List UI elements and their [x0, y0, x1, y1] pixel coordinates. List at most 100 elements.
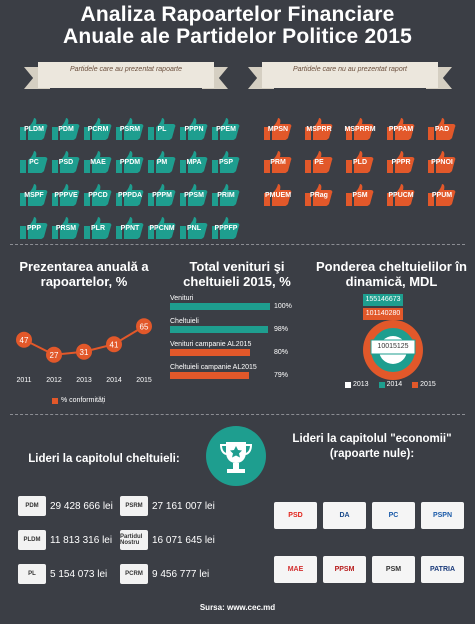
x-tick-label: 2012: [46, 377, 62, 384]
party-badge: PLR: [82, 216, 114, 240]
party-label: PLDM: [24, 125, 44, 133]
party-label: PPEM: [216, 125, 236, 133]
trophy-icon: [206, 426, 266, 486]
party-logo: MAE: [274, 556, 317, 583]
party-badge: PL: [146, 117, 178, 141]
data-point: [76, 343, 92, 360]
party-logo: PSPN: [421, 502, 464, 529]
bar: [170, 303, 270, 310]
party-label: PCRM: [87, 125, 109, 133]
bar: [170, 326, 268, 333]
label-box-2013: [370, 339, 416, 355]
party-label: PPP: [26, 224, 41, 232]
party-label: PL: [157, 125, 167, 133]
label-box-2014: [363, 294, 403, 306]
party-label: PMUEM: [264, 191, 292, 199]
expense-value: 11 813 316 lei: [50, 534, 113, 546]
line-legend: % conformități: [52, 397, 105, 404]
party-badge: PPPN: [178, 117, 210, 141]
party-logo: Partidul Nostru: [120, 530, 148, 550]
bar-value-label: 100%: [274, 303, 292, 310]
party-label: PRSM: [55, 224, 77, 232]
data-label: 47: [20, 336, 29, 345]
party-logo: PSD: [274, 502, 317, 529]
party-logo: PATRIA: [421, 556, 464, 583]
party-logo: PCRM: [120, 564, 148, 584]
party-badge: PPDM: [114, 150, 146, 174]
party-badge: PPUM: [426, 183, 458, 207]
party-logo: PSRM: [120, 496, 148, 516]
party-label: PPUCM: [388, 191, 414, 199]
data-point: [106, 336, 122, 353]
bar: [170, 372, 249, 379]
expense-dynamics-title: Ponderea cheltuielilor în dinamică, MDL: [316, 259, 467, 289]
party-label: PPPDA: [117, 191, 143, 199]
party-label: PRag: [310, 191, 328, 199]
party-label: PLR: [91, 224, 105, 232]
party-badge: PPPR: [385, 150, 417, 174]
party-logo: PPSM: [323, 556, 366, 583]
party-label: MSPRRM: [344, 125, 376, 133]
bar-category-label: Cheltuieli campanie AL2015: [170, 364, 257, 371]
party-badge: PNL: [178, 216, 210, 240]
party-label: MAE: [90, 158, 106, 166]
party-label: PM: [156, 158, 168, 166]
party-label: PDM: [58, 125, 74, 133]
party-badge: PC: [18, 150, 50, 174]
party-badge: PRSM: [50, 216, 82, 240]
bar-value-label: 80%: [274, 349, 289, 356]
party-label: PPPM: [152, 191, 172, 199]
party-badge: PPPFP: [210, 216, 242, 240]
party-badge: PPNOI: [426, 150, 458, 174]
party-badge: MSPF: [18, 183, 50, 207]
x-tick-label: 2015: [136, 377, 152, 384]
party-label: PPDM: [119, 158, 141, 166]
party-badge: PSRM: [114, 117, 146, 141]
party-badge: PPPM: [146, 183, 178, 207]
value-2013: 10015125: [377, 343, 409, 350]
party-badge: PRag: [303, 183, 335, 207]
submission-line-chart: 47 2011 27 2012 31 2013 41 2014 65 2015: [16, 318, 152, 384]
party-label: PPPN: [184, 125, 204, 133]
party-badge: PPEM: [210, 117, 242, 141]
party-label: PSD: [58, 158, 74, 166]
x-tick-label: 2013: [76, 377, 92, 384]
party-label: PSRM: [119, 125, 141, 133]
party-label: PSP: [218, 158, 233, 166]
party-label: MPSN: [267, 125, 289, 133]
party-label: PRM: [270, 158, 286, 166]
expense-value: 5 154 073 lei: [50, 568, 108, 580]
party-badge: PPCNM: [146, 216, 178, 240]
expense-leaders-title: Lideri la capitolul cheltuieli:: [28, 453, 180, 465]
party-label: PPPVE: [54, 191, 78, 199]
x-tick-label: 2014: [106, 377, 122, 384]
party-label: PPNOI: [431, 158, 453, 166]
data-label: 27: [50, 351, 59, 360]
party-label: PLD: [353, 158, 367, 166]
bar-category-label: Cheltuieli: [170, 318, 199, 325]
party-badge: PLDM: [18, 117, 50, 141]
ribbon-submitted: Partidele care au prezentat rapoarte: [24, 62, 228, 89]
party-badge: PPPDA: [114, 183, 146, 207]
party-label: PPPAM: [388, 125, 414, 133]
expense-leader: PLDM 11 813 316 lei: [18, 530, 112, 550]
source: Sursa: www.cec.md: [199, 603, 276, 612]
party-badge: PRM: [262, 150, 294, 174]
party-badge: PPNT: [114, 216, 146, 240]
party-badge: PMUEM: [262, 183, 294, 207]
data-point: [16, 331, 32, 348]
party-label: PAD: [434, 125, 450, 133]
expense-leader: PL 5 154 073 lei: [18, 564, 107, 584]
party-label: PPNT: [120, 224, 140, 232]
party-label: PC: [29, 158, 39, 166]
data-label: 31: [80, 348, 89, 357]
party-badge: PPPVE: [50, 183, 82, 207]
bar-value-label: 79%: [274, 372, 289, 379]
party-badge: MAE: [82, 150, 114, 174]
party-badge: PDM: [50, 117, 82, 141]
party-badge: MPSN: [262, 117, 294, 141]
expense-value: 27 161 007 lei: [152, 500, 215, 512]
party-badge: PRIM: [210, 183, 242, 207]
party-logo: PSM: [372, 556, 415, 583]
dynamics-legend: 2013 2014 2015: [345, 381, 436, 388]
